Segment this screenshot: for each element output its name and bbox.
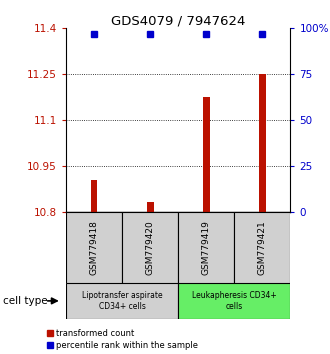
Bar xyxy=(91,180,97,212)
Bar xyxy=(178,283,290,319)
Text: Lipotransfer aspirate
CD34+ cells: Lipotransfer aspirate CD34+ cells xyxy=(82,291,162,310)
Text: cell type: cell type xyxy=(3,296,48,306)
Bar xyxy=(66,212,122,283)
Text: Leukapheresis CD34+
cells: Leukapheresis CD34+ cells xyxy=(192,291,277,310)
Text: GSM779419: GSM779419 xyxy=(202,220,211,275)
Bar xyxy=(178,212,234,283)
Text: GSM779418: GSM779418 xyxy=(89,220,99,275)
Text: GSM779421: GSM779421 xyxy=(258,221,267,275)
Bar xyxy=(147,202,153,212)
Text: GSM779420: GSM779420 xyxy=(146,221,155,275)
Title: GDS4079 / 7947624: GDS4079 / 7947624 xyxy=(111,14,246,27)
Bar xyxy=(66,283,178,319)
Legend: transformed count, percentile rank within the sample: transformed count, percentile rank withi… xyxy=(47,329,198,350)
Bar xyxy=(203,97,210,212)
Bar xyxy=(259,74,266,212)
Bar xyxy=(234,212,290,283)
Bar xyxy=(122,212,178,283)
